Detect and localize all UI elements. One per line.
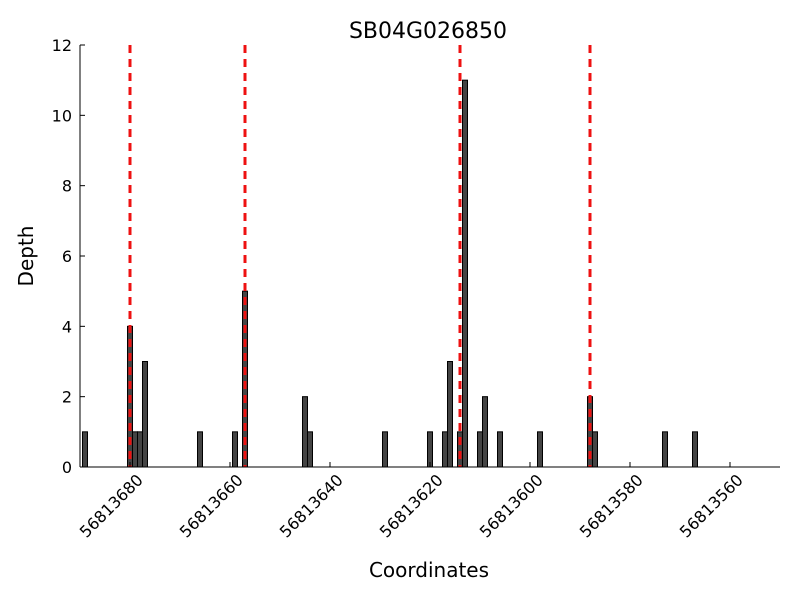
x-tick-label: 56813640	[276, 470, 347, 541]
y-tick-label: 2	[62, 388, 72, 407]
x-tick-label: 56813680	[76, 470, 147, 541]
x-tick-label: 56813600	[476, 470, 547, 541]
axes-group: 0 2 4 6 8 10 12 56813680 56813660 56813640 5681362…	[52, 36, 780, 541]
y-tick-label: 0	[62, 458, 72, 477]
bar	[137, 431, 143, 468]
y-tick-label: 8	[62, 177, 72, 196]
bars-group	[82, 79, 698, 468]
bar	[427, 431, 433, 468]
bar	[442, 431, 448, 468]
bar	[662, 431, 668, 468]
y-tick-label: 6	[62, 247, 72, 266]
y-axis-title: Depth	[14, 226, 38, 287]
bar	[132, 431, 138, 468]
x-tick-label: 56813580	[576, 470, 647, 541]
chart-title: SB04G026850	[349, 19, 507, 44]
bar	[477, 431, 483, 468]
reference-lines-group	[128, 45, 592, 467]
bar	[462, 79, 468, 468]
bar	[82, 431, 88, 468]
bar	[197, 431, 203, 468]
y-tick-label: 4	[62, 317, 72, 336]
bar	[447, 361, 453, 468]
bar	[307, 431, 313, 468]
y-tick-label: 10	[52, 106, 72, 125]
x-tick-label: 56813620	[376, 470, 447, 541]
bar	[497, 431, 503, 468]
y-tick-label: 12	[52, 36, 72, 55]
bar	[302, 396, 308, 468]
bar	[592, 431, 598, 468]
x-axis-title: Coordinates	[369, 558, 489, 582]
bar	[537, 431, 543, 468]
bar	[482, 396, 488, 468]
bar	[142, 361, 148, 468]
bar	[692, 431, 698, 468]
bar	[382, 431, 388, 468]
x-tick-label: 56813560	[676, 470, 747, 541]
bar	[232, 431, 238, 468]
x-tick-label: 56813660	[176, 470, 247, 541]
